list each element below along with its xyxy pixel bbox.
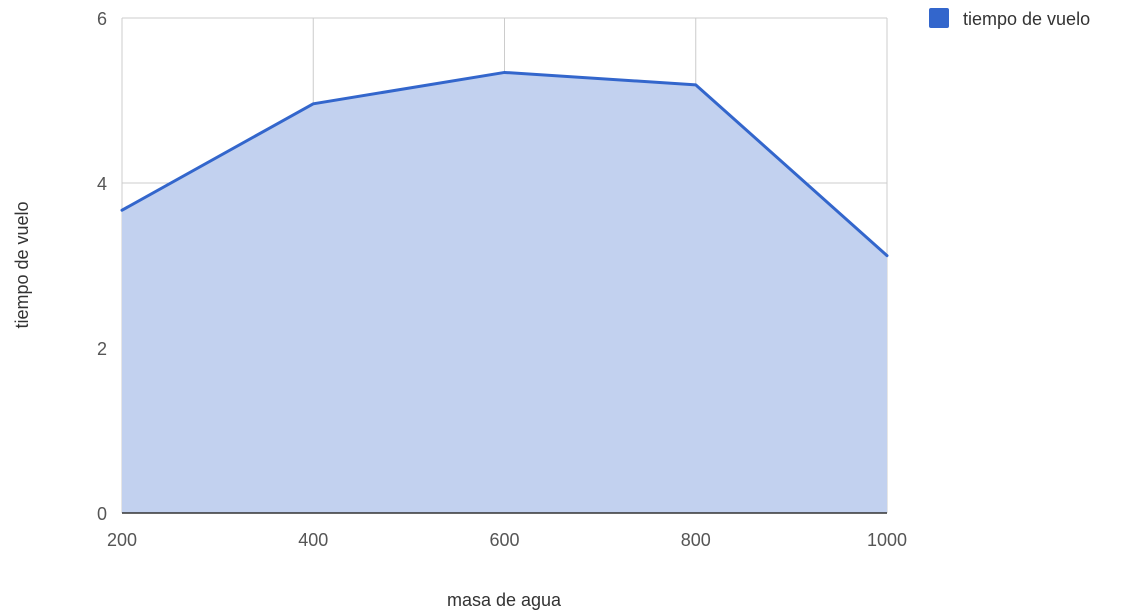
series-area [122,72,887,513]
y-axis-title: tiempo de vuelo [12,201,32,328]
series-area-layer [122,72,887,513]
y-axis-ticks: 0 2 4 6 [97,9,107,524]
x-tick-label: 400 [298,530,328,550]
x-tick-label: 600 [489,530,519,550]
legend-swatch-icon [929,8,949,28]
x-tick-label: 1000 [867,530,907,550]
legend[interactable]: tiempo de vuelo [929,8,1090,29]
y-tick-label: 6 [97,9,107,29]
x-axis-title: masa de agua [447,590,562,610]
x-tick-label: 800 [681,530,711,550]
x-axis-ticks: 200 400 600 800 1000 [107,530,907,550]
x-tick-label: 200 [107,530,137,550]
y-tick-label: 2 [97,339,107,359]
y-tick-label: 4 [97,174,107,194]
legend-label: tiempo de vuelo [963,9,1090,29]
y-tick-label: 0 [97,504,107,524]
series-line-layer [120,70,889,258]
